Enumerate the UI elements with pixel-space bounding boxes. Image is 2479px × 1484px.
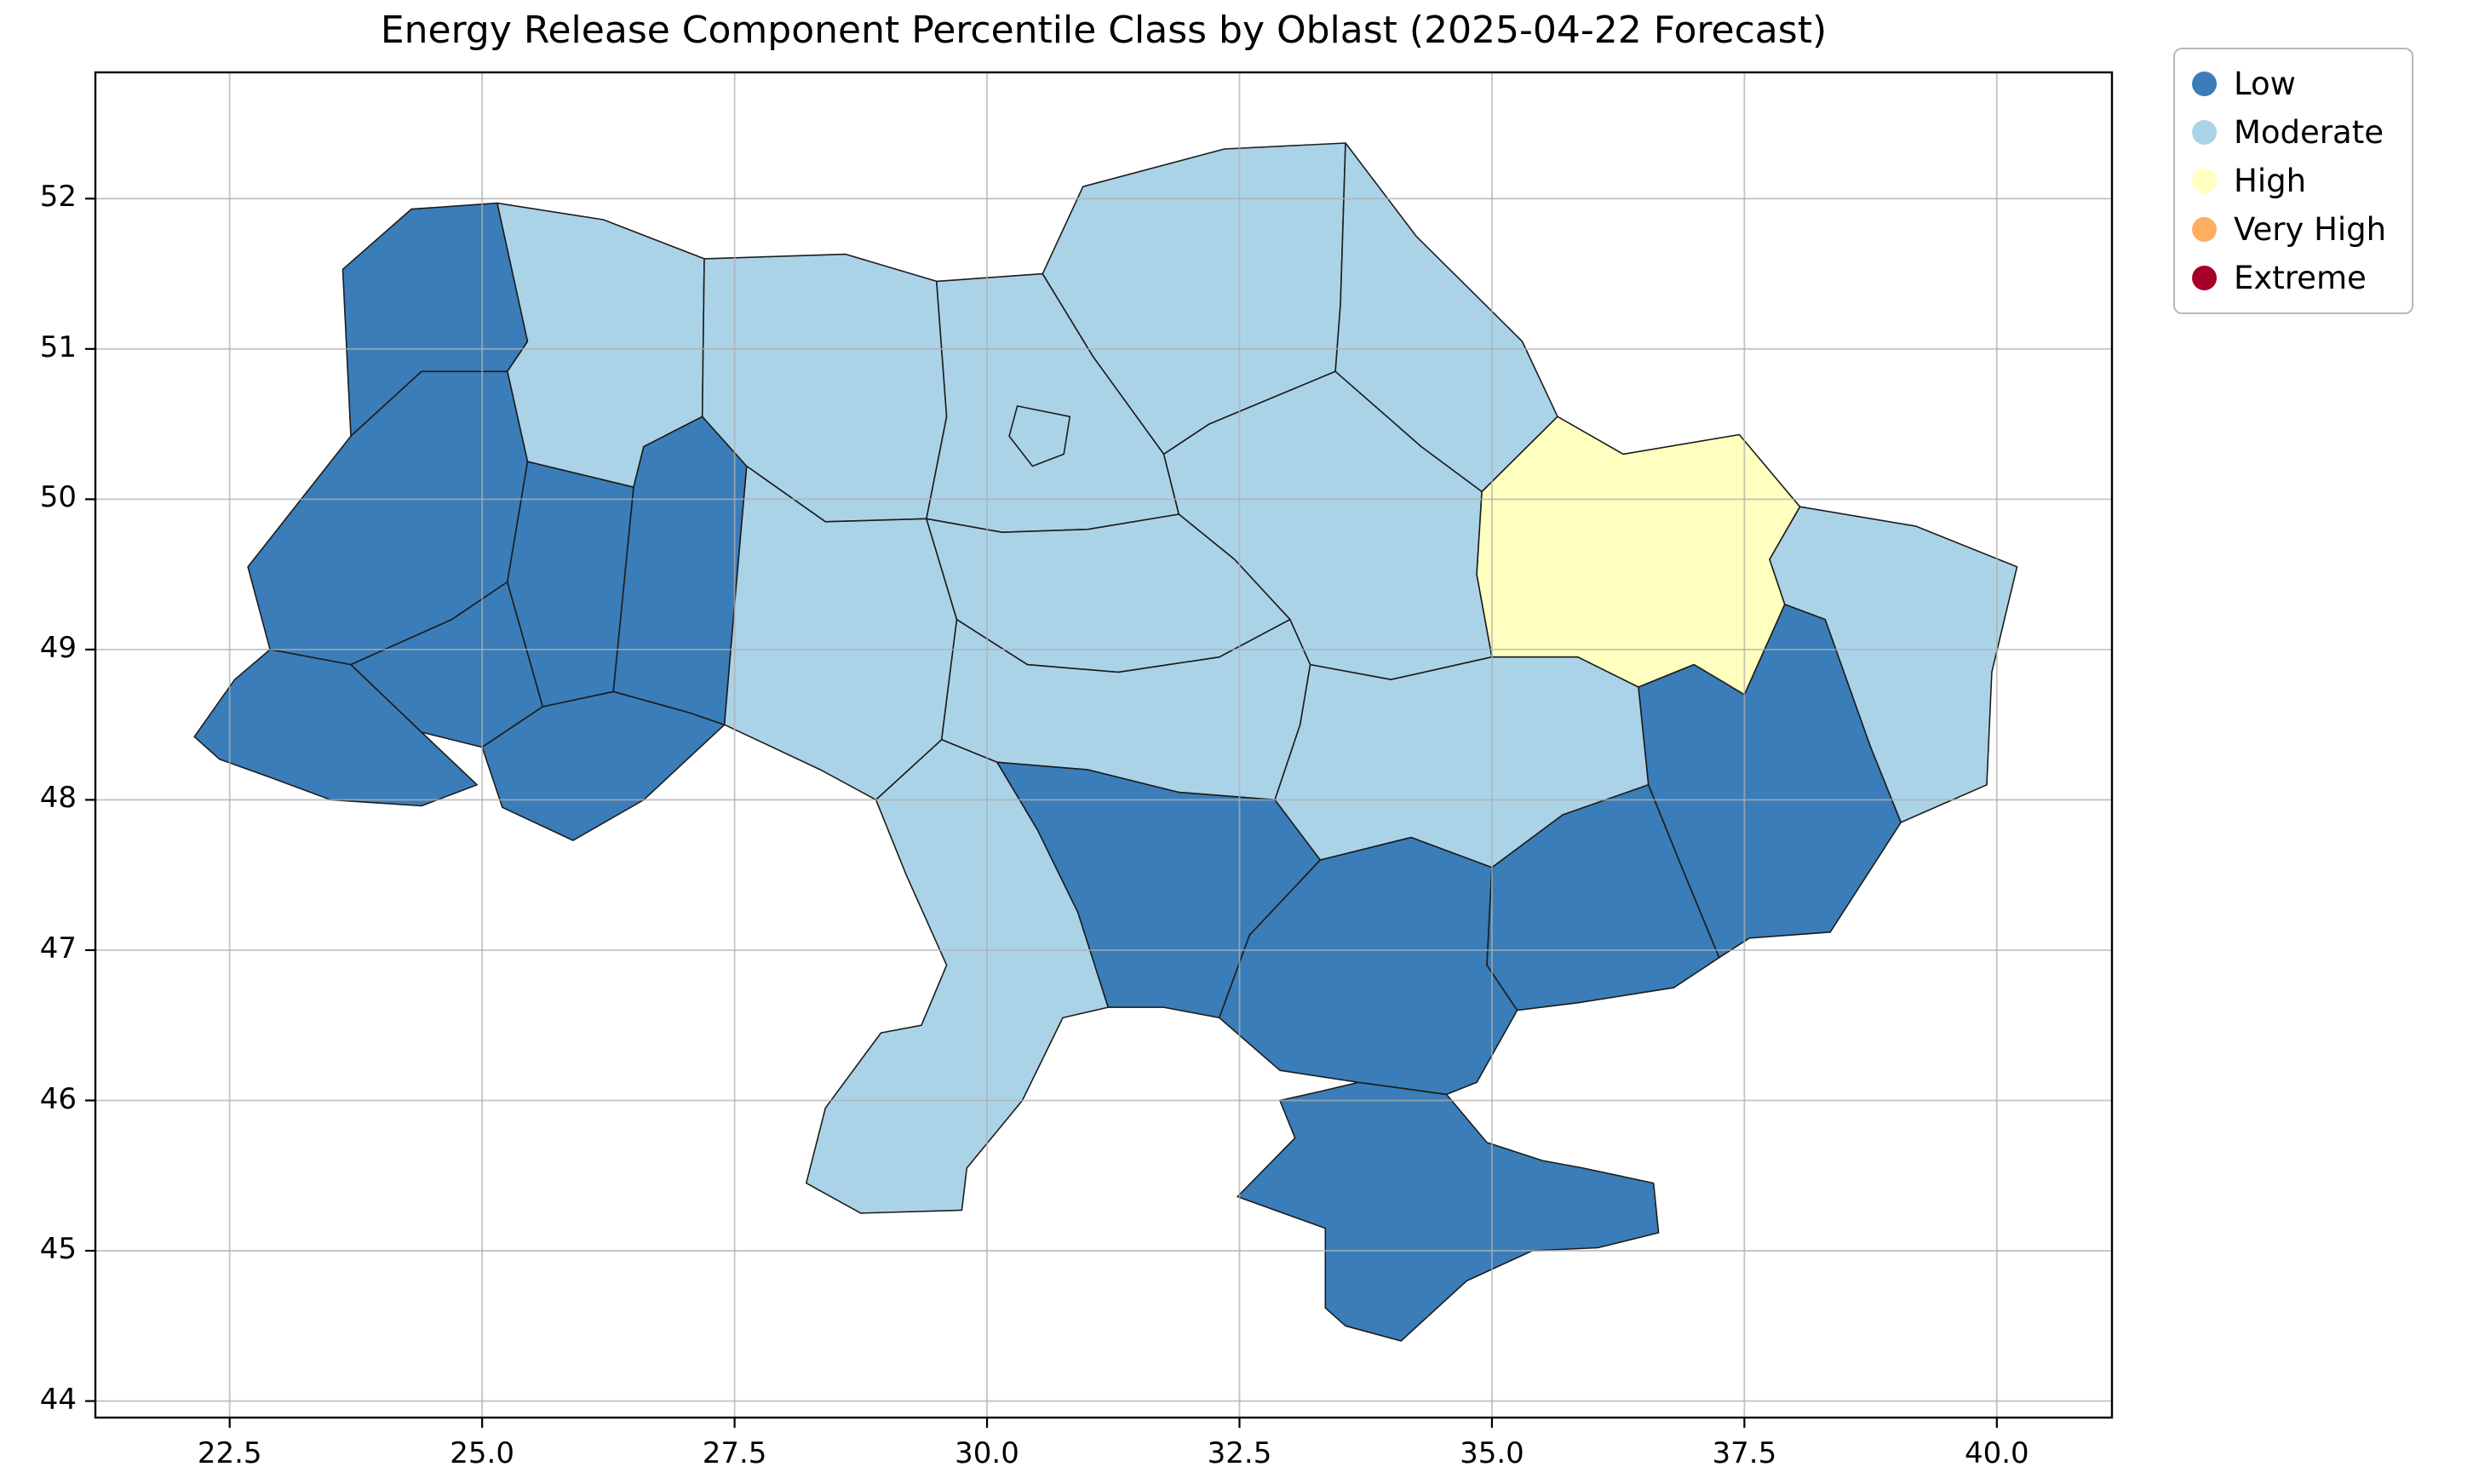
y-tick-label: 47 bbox=[39, 931, 77, 965]
oblast-zaporizhzhia bbox=[1486, 784, 1720, 1011]
legend-row: Very High bbox=[2192, 207, 2386, 252]
y-tick-label: 49 bbox=[39, 630, 77, 665]
x-tick-label: 30.0 bbox=[955, 1436, 1019, 1470]
chart-title: Energy Release Component Percentile Clas… bbox=[380, 9, 1828, 52]
legend-row: Extreme bbox=[2192, 255, 2386, 301]
axes-frame bbox=[94, 71, 2114, 1419]
oblast-ternopil bbox=[507, 461, 634, 708]
legend-marker bbox=[2192, 169, 2217, 193]
oblast-crimea bbox=[1237, 1081, 1660, 1342]
y-tick-label: 50 bbox=[39, 480, 77, 515]
legend-row: High bbox=[2192, 158, 2386, 203]
y-tick-label: 46 bbox=[39, 1081, 77, 1116]
legend-marker bbox=[2192, 72, 2217, 96]
oblast-kyiv-city bbox=[1008, 405, 1071, 467]
legend-label: Very High bbox=[2234, 211, 2387, 248]
legend-marker bbox=[2192, 266, 2217, 290]
y-tick-label: 44 bbox=[39, 1382, 77, 1417]
y-tick-label: 51 bbox=[39, 329, 77, 364]
y-tick-label: 52 bbox=[39, 180, 77, 215]
legend-row: Moderate bbox=[2192, 110, 2386, 155]
x-tick-label: 22.5 bbox=[197, 1436, 262, 1470]
y-tick-label: 45 bbox=[39, 1232, 77, 1267]
x-tick-label: 35.0 bbox=[1460, 1436, 1524, 1470]
x-tick-label: 37.5 bbox=[1712, 1436, 1777, 1470]
oblast-kherson bbox=[1219, 836, 1518, 1096]
x-tick-label: 40.0 bbox=[1964, 1436, 2029, 1470]
legend-marker bbox=[2192, 120, 2217, 145]
legend-label: Moderate bbox=[2234, 114, 2384, 151]
x-tick-label: 25.0 bbox=[450, 1436, 514, 1470]
legend-row: Low bbox=[2192, 61, 2386, 106]
legend-label: Extreme bbox=[2234, 260, 2367, 296]
y-tick-label: 48 bbox=[39, 781, 77, 816]
legend-label: High bbox=[2234, 163, 2307, 199]
legend-label: Low bbox=[2234, 66, 2296, 102]
oblast-kharkiv bbox=[1476, 415, 1801, 696]
x-tick-label: 27.5 bbox=[702, 1436, 767, 1470]
legend: Low Moderate High Very High Extreme bbox=[2173, 48, 2414, 314]
x-tick-label: 32.5 bbox=[1207, 1436, 1272, 1470]
legend-marker bbox=[2192, 217, 2217, 242]
